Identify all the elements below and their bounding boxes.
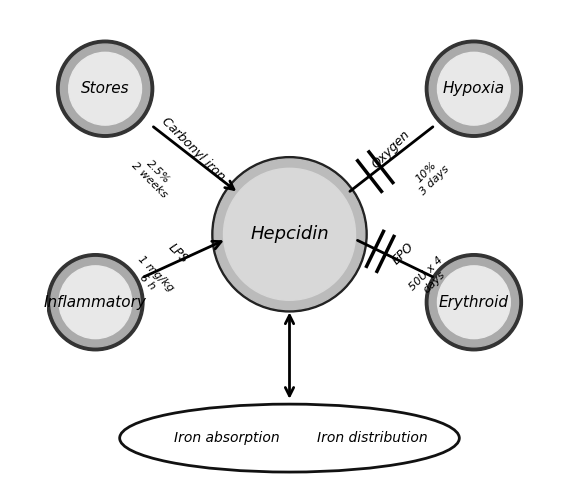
Circle shape	[429, 44, 519, 133]
Circle shape	[47, 254, 144, 351]
Circle shape	[429, 258, 519, 347]
Circle shape	[426, 40, 522, 137]
Text: 1 mg/kg
6 h: 1 mg/kg 6 h	[127, 254, 175, 302]
Circle shape	[223, 168, 356, 300]
Circle shape	[57, 40, 153, 137]
Circle shape	[59, 266, 132, 339]
Circle shape	[69, 52, 141, 125]
Text: Stores: Stores	[81, 81, 130, 96]
Circle shape	[214, 159, 365, 309]
Circle shape	[51, 258, 140, 347]
Text: LPS: LPS	[166, 241, 190, 266]
Text: Hypoxia: Hypoxia	[443, 81, 505, 96]
Text: Iron distribution: Iron distribution	[317, 431, 427, 445]
Text: 50U x 4
days: 50U x 4 days	[408, 255, 453, 301]
Text: Hepcidin: Hepcidin	[250, 225, 329, 244]
Text: EPO: EPO	[390, 240, 417, 267]
Text: Erythroid: Erythroid	[439, 295, 509, 310]
Circle shape	[438, 52, 510, 125]
Text: 2.5%
2 weeks: 2.5% 2 weeks	[130, 152, 177, 200]
Text: Inflammatory: Inflammatory	[44, 295, 147, 310]
Text: Carbonyl iron: Carbonyl iron	[159, 115, 228, 183]
Circle shape	[426, 254, 522, 351]
Text: 10%
3 days: 10% 3 days	[409, 155, 451, 197]
Circle shape	[212, 157, 367, 312]
Circle shape	[60, 44, 150, 133]
Text: Iron absorption: Iron absorption	[174, 431, 279, 445]
Circle shape	[438, 266, 510, 339]
Text: Oxygen: Oxygen	[370, 128, 413, 171]
